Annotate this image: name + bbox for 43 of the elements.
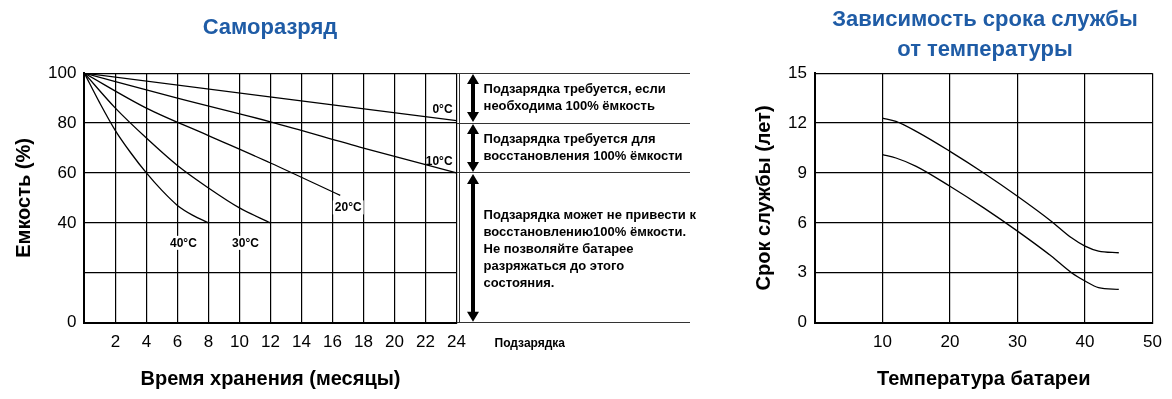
x-tick-label: 20 xyxy=(940,332,960,352)
chart-title: Саморазряд xyxy=(201,13,339,41)
chart-title: Зависимость срока службы от температуры xyxy=(831,5,1139,63)
x-tick-label: 12 xyxy=(260,332,280,352)
y-tick-label: 6 xyxy=(797,212,807,232)
series-label: 20°C xyxy=(334,200,362,215)
y-tick-label: 3 xyxy=(797,262,807,282)
x-tick-label: 6 xyxy=(172,332,183,352)
x-tick-label: 50 xyxy=(1143,332,1163,352)
y-axis-title: Емкость (%) xyxy=(11,138,34,258)
x-tick-label: 40 xyxy=(1075,332,1095,352)
text: Подзарядка требуется, если необходима 100% ёмкость xyxy=(483,80,667,115)
text: Подзарядка требуется для восстановления 100% ёмкости xyxy=(483,130,684,165)
x-axis-title: Время хранения (месяцы) xyxy=(140,366,401,389)
x-tick-label: 30 xyxy=(1008,332,1027,352)
x-tick-label: 14 xyxy=(292,332,311,352)
x-tick-label: 16 xyxy=(323,332,342,352)
x-tick-label: 22 xyxy=(416,332,435,352)
y-tick-label: 80 xyxy=(57,112,77,132)
x-tick-label: 10 xyxy=(872,332,892,352)
y-tick-label: 9 xyxy=(797,162,807,182)
text: Подзарядка может не привести к восстановлению100% ёмкости. Не позволяйте батарее разряжаться до этого состояния. xyxy=(483,205,697,291)
series-label: 10°C xyxy=(425,153,453,168)
series-label: 0°C xyxy=(432,101,453,116)
y-tick-label: 100 xyxy=(47,62,77,82)
x-tick-label: 8 xyxy=(203,332,214,352)
x-axis-title: Температура батареи xyxy=(876,366,1091,389)
x-tick-label: 10 xyxy=(229,332,249,352)
y-tick-label: 15 xyxy=(787,62,807,82)
y-tick-label: 40 xyxy=(57,212,77,232)
x-tick-label: 4 xyxy=(141,332,152,352)
x-tick-label: 20 xyxy=(385,332,404,352)
y-tick-label: 60 xyxy=(57,162,77,182)
text: Подзарядка xyxy=(494,334,566,352)
y-tick-label: 0 xyxy=(66,312,77,332)
x-tick-label: 18 xyxy=(354,332,373,352)
series-label: 30°C xyxy=(232,235,260,250)
x-tick-label: 24 xyxy=(447,332,467,352)
y-tick-label: 0 xyxy=(797,312,807,332)
series-label: 40°C xyxy=(170,235,198,250)
x-tick-label: 2 xyxy=(110,332,121,352)
y-axis-title: Срок службы (лет) xyxy=(751,105,774,291)
y-tick-label: 12 xyxy=(787,112,807,132)
